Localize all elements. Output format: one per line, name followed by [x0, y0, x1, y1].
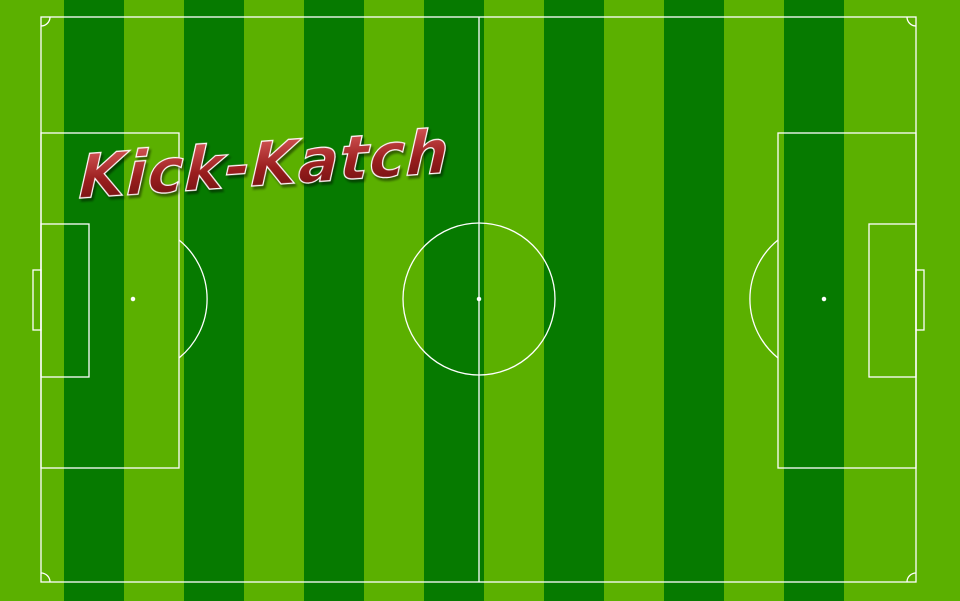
pitch-markings — [32, 16, 925, 583]
grass-stripe-dark — [664, 0, 724, 601]
right-penalty-spot — [821, 296, 827, 302]
center-spot — [476, 296, 482, 302]
grass-stripe-dark — [784, 0, 844, 601]
left-penalty-spot — [130, 296, 136, 302]
grass-stripe-dark — [544, 0, 604, 601]
grass-stripe-dark — [64, 0, 124, 601]
right-goal — [915, 269, 925, 331]
grass-stripe-dark — [184, 0, 244, 601]
grass-stripe-dark — [424, 0, 484, 601]
corner-arc-bottom-left — [40, 572, 51, 583]
corner-arc-top-right — [906, 16, 917, 27]
left-goal — [32, 269, 42, 331]
corner-arc-top-left — [40, 16, 51, 27]
grass-stripe-dark — [304, 0, 364, 601]
left-penalty-arc — [178, 239, 208, 359]
right-penalty-arc — [749, 239, 779, 359]
center-circle — [402, 222, 556, 376]
corner-arc-bottom-right — [906, 572, 917, 583]
